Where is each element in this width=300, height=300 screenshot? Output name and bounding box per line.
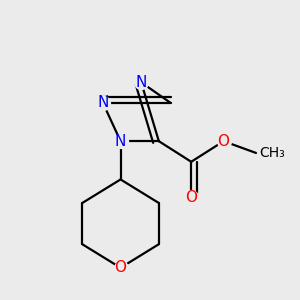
- Text: O: O: [115, 260, 127, 275]
- Text: N: N: [97, 95, 109, 110]
- Text: O: O: [218, 134, 230, 149]
- Text: CH₃: CH₃: [259, 146, 285, 160]
- Text: N: N: [115, 134, 126, 149]
- Text: O: O: [185, 190, 197, 205]
- Text: N: N: [136, 75, 147, 90]
